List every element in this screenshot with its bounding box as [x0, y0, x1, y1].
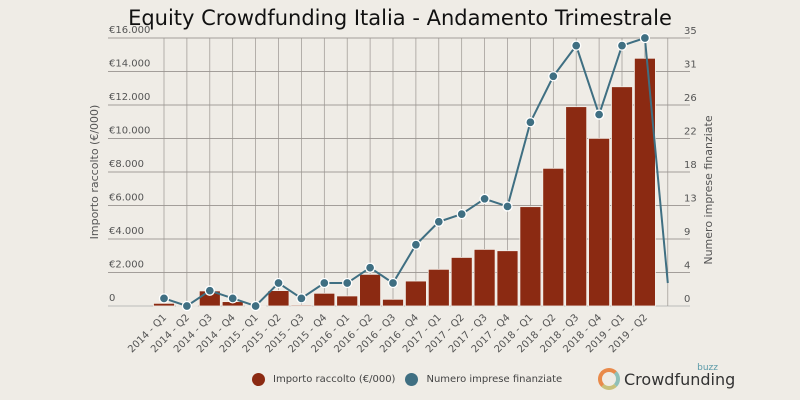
- logo-mark-icon: [598, 368, 620, 390]
- bar-importo: [634, 57, 656, 307]
- point-imprese: [296, 293, 307, 304]
- legend-marker-importo[interactable]: [252, 373, 265, 386]
- point-imprese: [571, 40, 582, 51]
- point-imprese: [273, 277, 284, 289]
- point-imprese: [456, 208, 467, 220]
- bar-importo: [496, 250, 519, 307]
- y-tick-label: €16.000: [109, 25, 150, 36]
- bar-importo: [404, 280, 427, 307]
- bar-importo: [313, 292, 336, 307]
- y-tick-label: €6.000: [109, 193, 144, 204]
- point-imprese: [410, 239, 422, 250]
- point-imprese: [639, 32, 651, 44]
- crowdfunding-buzz-logo: buzz Crowdfunding: [596, 363, 735, 395]
- y-tick-label: €10.000: [109, 126, 150, 137]
- y2-tick-label: 9: [684, 227, 690, 238]
- point-imprese: [387, 277, 399, 289]
- bar-importo: [427, 268, 450, 307]
- point-imprese: [342, 277, 353, 289]
- y2-tick-label: 22: [684, 127, 697, 138]
- point-imprese: [502, 201, 513, 212]
- point-imprese: [364, 262, 376, 273]
- legend: Importo raccolto (€/000) Numero imprese …: [252, 373, 572, 386]
- y2-axis-title: Numero imprese finanziate: [702, 115, 715, 264]
- bar-importo: [359, 273, 382, 307]
- point-imprese: [181, 300, 193, 312]
- y2-tick-label: 13: [684, 194, 697, 205]
- y-tick-label: €14.000: [109, 59, 150, 70]
- bar-importo: [565, 106, 588, 307]
- point-imprese: [433, 216, 444, 227]
- y2-tick-label: 18: [684, 160, 697, 171]
- point-imprese: [319, 277, 330, 289]
- legend-label-imprese[interactable]: Numero imprese finanziate: [426, 374, 563, 385]
- y2-tick-label: 4: [684, 261, 690, 272]
- point-imprese: [548, 71, 559, 82]
- bar-importo: [588, 137, 610, 307]
- y2-tick-label: 35: [684, 26, 697, 37]
- bar-importo: [153, 302, 175, 307]
- point-imprese: [250, 300, 261, 312]
- point-imprese: [593, 109, 605, 120]
- legend-label-importo[interactable]: Importo raccolto (€/000): [273, 374, 396, 385]
- logo-name: Crowdfunding: [624, 370, 736, 389]
- point-imprese: [479, 193, 490, 204]
- bar-importo: [290, 304, 313, 307]
- bar-importo: [473, 248, 496, 307]
- bar-importo: [382, 298, 404, 307]
- y-tick-label: €4.000: [109, 226, 144, 237]
- y-axis-title: Importo raccolto (€/000): [88, 105, 101, 240]
- chart-title: Equity Crowdfunding Italia - Andamento T…: [128, 6, 672, 30]
- y-tick-label: €8.000: [109, 159, 144, 170]
- point-imprese: [204, 285, 215, 296]
- bar-importo: [542, 167, 565, 307]
- point-imprese: [227, 293, 238, 304]
- bar-importo: [336, 295, 359, 307]
- bar-importo: [519, 206, 542, 307]
- point-imprese: [525, 117, 536, 128]
- point-imprese: [158, 293, 170, 304]
- y-tick-label: €2.000: [109, 260, 144, 271]
- y2-tick-label: 31: [684, 60, 697, 71]
- point-imprese: [616, 40, 628, 51]
- y-tick-label: €12.000: [109, 92, 150, 103]
- legend-marker-imprese[interactable]: [405, 373, 419, 386]
- bar-importo: [611, 86, 633, 307]
- y2-tick-label: 26: [684, 93, 697, 104]
- bar-importo: [267, 290, 290, 307]
- bar-importo: [450, 257, 473, 307]
- y-tick-label: 0: [109, 293, 115, 304]
- logo-buzz: buzz: [697, 363, 718, 373]
- y2-tick-label: 0: [684, 294, 690, 305]
